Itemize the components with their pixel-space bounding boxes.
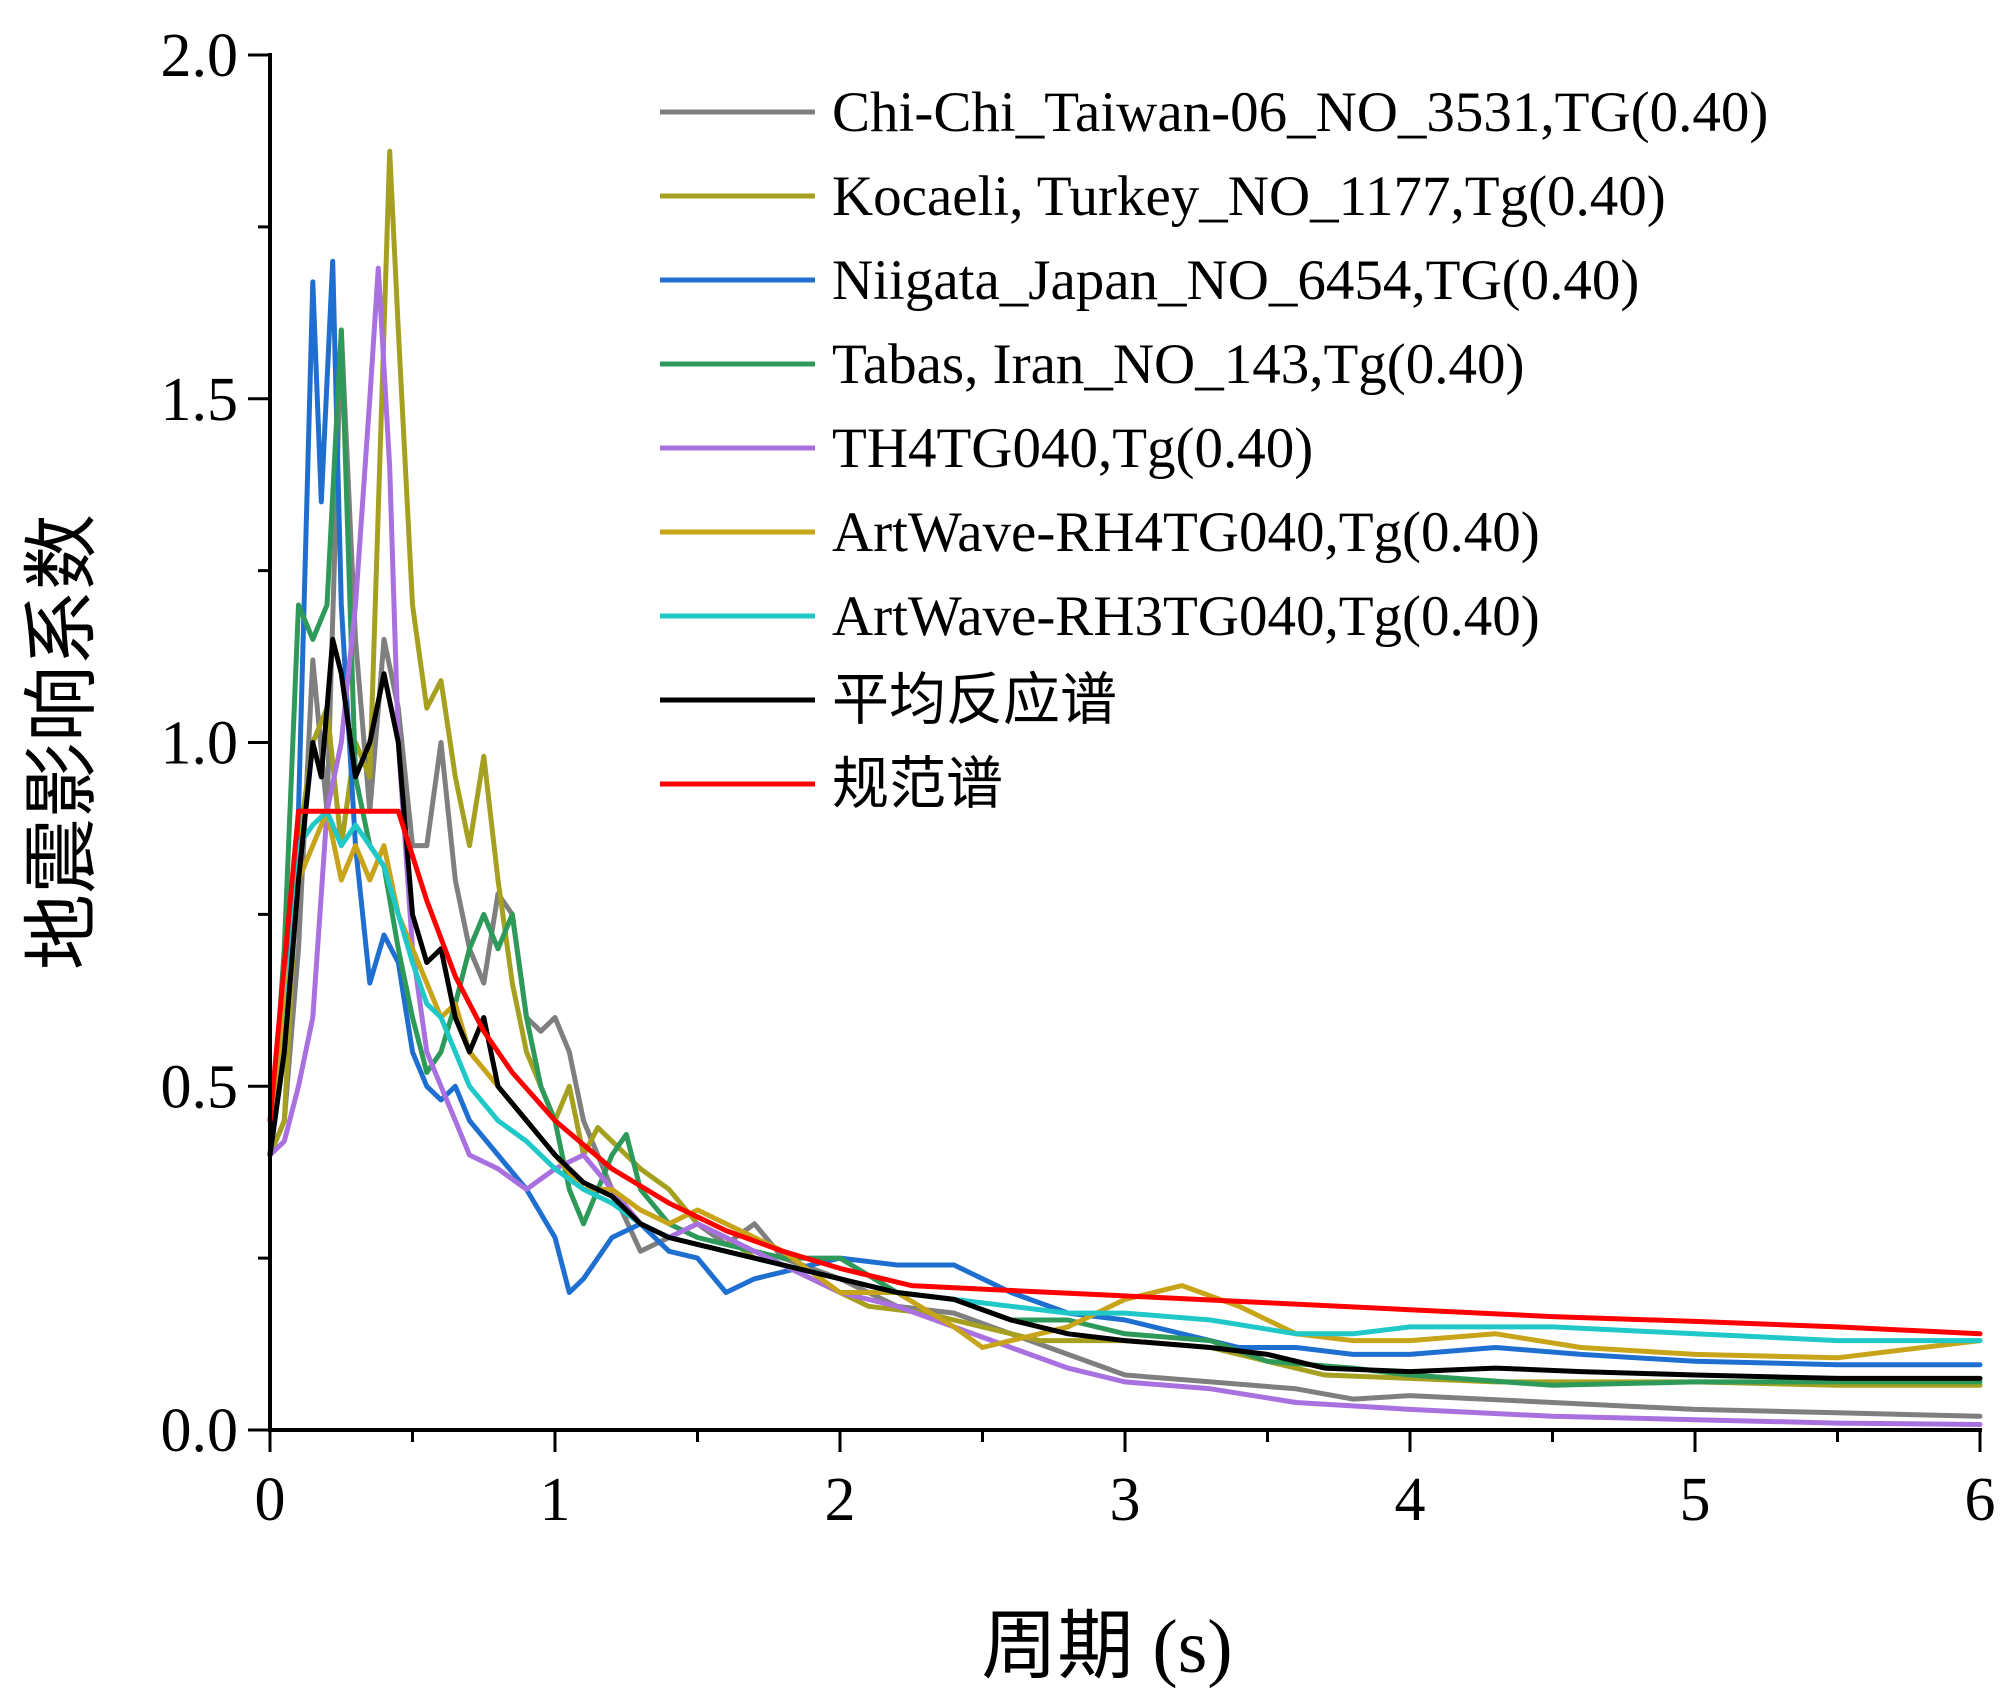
legend-item-1: Chi-Chi_Taiwan-06_NO_3531,TG(0.40)	[660, 81, 1768, 144]
series-line-1	[267, 327, 1983, 1419]
plot-background	[270, 55, 1980, 1430]
legend-item-7: ArtWave-RH3TG040,Tg(0.40)	[660, 585, 1540, 648]
x-tick-label: 2	[825, 1466, 856, 1534]
x-tick-label: 0	[255, 1466, 286, 1534]
legend-item-3: Niigata_Japan_NO_6454,TG(0.40)	[660, 249, 1639, 312]
series-line-8	[267, 636, 1983, 1381]
legend-label: Niigata_Japan_NO_6454,TG(0.40)	[832, 249, 1639, 312]
series-line-9	[267, 808, 1983, 1337]
legend-label: Tabas, Iran_NO_143,Tg(0.40)	[832, 333, 1525, 396]
legend-label: 规范谱	[832, 753, 1003, 816]
legend: Chi-Chi_Taiwan-06_NO_3531,TG(0.40) Kocael…	[660, 81, 1768, 816]
y-tick-label: 1.5	[161, 366, 239, 434]
legend-label: TH4TG040,Tg(0.40)	[832, 417, 1313, 480]
x-tick-label: 6	[1965, 1466, 1996, 1534]
y-tick-label: 2.0	[161, 22, 239, 90]
x-tick-label: 4	[1395, 1466, 1426, 1534]
legend-item-8: 平均反应谱	[660, 669, 1117, 732]
legend-label: ArtWave-RH3TG040,Tg(0.40)	[832, 585, 1540, 648]
x-tick-label: 3	[1110, 1466, 1141, 1534]
legend-item-4: Tabas, Iran_NO_143,Tg(0.40)	[660, 333, 1525, 396]
legend-item-9: 规范谱	[660, 753, 1003, 816]
legend-label: Chi-Chi_Taiwan-06_NO_3531,TG(0.40)	[832, 81, 1768, 144]
x-tick-label: 5	[1680, 1466, 1711, 1534]
y-tick-label: 1.0	[161, 710, 239, 778]
x-axis-title: 周期 (s)	[981, 1605, 1232, 1689]
series-line-5	[267, 265, 1983, 1427]
legend-item-6: ArtWave-RH4TG040,Tg(0.40)	[660, 501, 1540, 564]
tick-layer: 0 1 2 3 4 5 6 0.0 0.5 1.0 1.5 2.0	[161, 22, 1996, 1534]
legend-label: 平均反应谱	[832, 669, 1117, 732]
legend-item-5: TH4TG040,Tg(0.40)	[660, 417, 1313, 480]
plot-area: 0 1 2 3 4 5 6 0.0 0.5 1.0 1.5 2.0	[161, 22, 1996, 1534]
legend-label: ArtWave-RH4TG040,Tg(0.40)	[832, 501, 1540, 564]
legend-label: Kocaeli, Turkey_NO_1177,Tg(0.40)	[832, 165, 1666, 228]
legend-item-2: Kocaeli, Turkey_NO_1177,Tg(0.40)	[660, 165, 1666, 228]
series-layer	[267, 148, 1983, 1427]
y-axis-title: 地震影响系数	[21, 514, 105, 970]
y-tick-label: 0.5	[161, 1053, 239, 1121]
series-line-7	[267, 808, 1983, 1344]
y-tick-label: 0.0	[161, 1397, 239, 1465]
x-tick-label: 1	[540, 1466, 571, 1534]
